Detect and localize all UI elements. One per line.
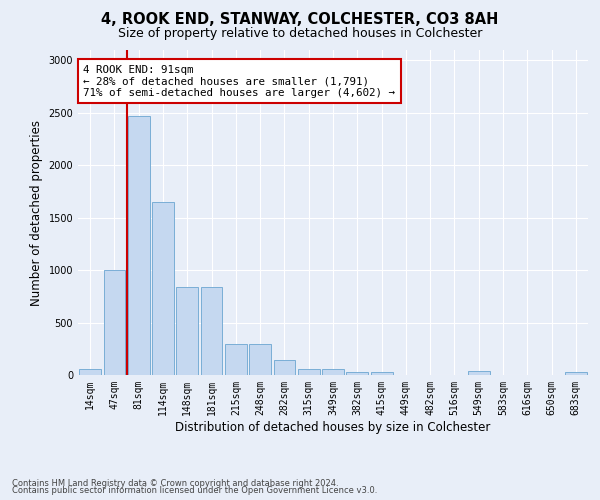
Bar bbox=[322, 369, 344, 375]
Bar bbox=[371, 372, 392, 375]
Bar bbox=[249, 344, 271, 375]
Bar bbox=[225, 344, 247, 375]
Text: 4 ROOK END: 91sqm
← 28% of detached houses are smaller (1,791)
71% of semi-detac: 4 ROOK END: 91sqm ← 28% of detached hous… bbox=[83, 64, 395, 98]
Text: Contains public sector information licensed under the Open Government Licence v3: Contains public sector information licen… bbox=[12, 486, 377, 495]
Bar bbox=[200, 287, 223, 375]
Bar bbox=[565, 372, 587, 375]
Bar bbox=[128, 116, 149, 375]
Bar bbox=[274, 360, 295, 375]
Y-axis label: Number of detached properties: Number of detached properties bbox=[30, 120, 43, 306]
Bar bbox=[152, 202, 174, 375]
Bar bbox=[176, 287, 198, 375]
Bar bbox=[298, 369, 320, 375]
Bar bbox=[346, 372, 368, 375]
Text: Contains HM Land Registry data © Crown copyright and database right 2024.: Contains HM Land Registry data © Crown c… bbox=[12, 478, 338, 488]
Text: 4, ROOK END, STANWAY, COLCHESTER, CO3 8AH: 4, ROOK END, STANWAY, COLCHESTER, CO3 8A… bbox=[101, 12, 499, 26]
Bar bbox=[468, 372, 490, 375]
Text: Size of property relative to detached houses in Colchester: Size of property relative to detached ho… bbox=[118, 28, 482, 40]
X-axis label: Distribution of detached houses by size in Colchester: Distribution of detached houses by size … bbox=[175, 420, 491, 434]
Bar bbox=[104, 270, 125, 375]
Bar bbox=[79, 369, 101, 375]
